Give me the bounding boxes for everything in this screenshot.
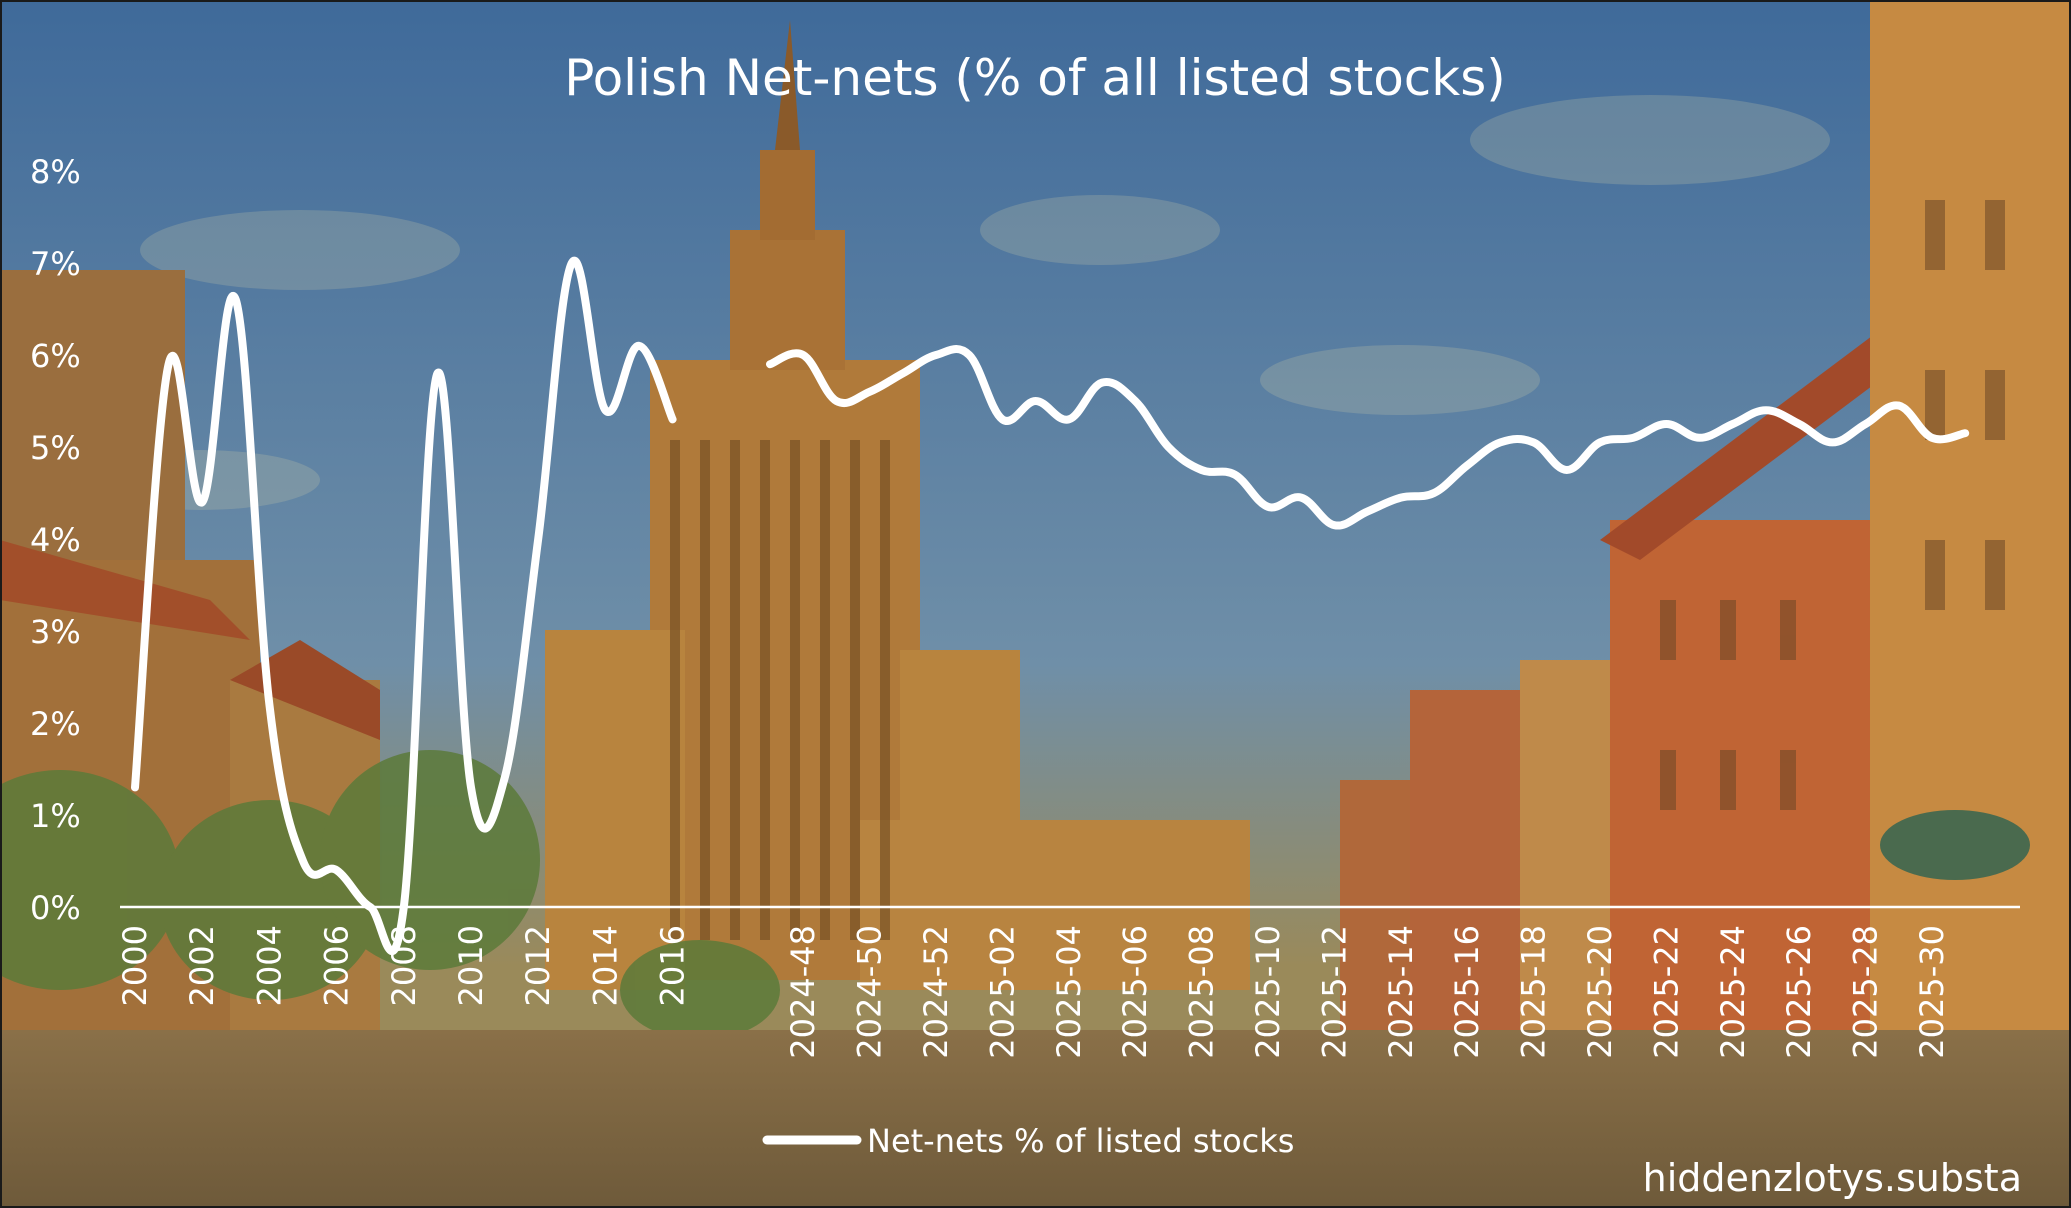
x-tick-label: 2025-30: [1913, 925, 1951, 1059]
series-line-segment-1: [131, 256, 677, 956]
x-tick-label: 2024-50: [851, 925, 889, 1059]
x-tick-label: 2025-18: [1515, 925, 1553, 1059]
legend: Net-nets % of listed stocks: [762, 1122, 1294, 1160]
y-tick-label: 5%: [30, 429, 81, 467]
x-tick-label: 2012: [519, 925, 557, 1006]
trees: [0, 750, 780, 1040]
x-tick-label: 2025-24: [1714, 925, 1752, 1059]
palace-of-culture: [545, 20, 1250, 990]
y-tick-label: 8%: [30, 153, 81, 191]
y-tick-label: 0%: [30, 889, 81, 927]
x-tick-label: 2002: [183, 925, 221, 1006]
x-tick-label: 2014: [586, 925, 624, 1006]
series-lines: [131, 256, 1970, 956]
x-tick-label: 2024-52: [917, 925, 955, 1059]
chart-title: Polish Net-nets (% of all listed stocks): [564, 49, 1506, 107]
y-tick-label: 4%: [30, 521, 81, 559]
x-tick-label: 2025-28: [1847, 925, 1885, 1059]
street: [0, 1030, 2071, 1208]
y-tick-label: 6%: [30, 337, 81, 375]
x-tick-label: 2025-14: [1382, 925, 1420, 1059]
y-axis-ticks: 0% 1% 2% 3% 4% 5% 6% 7% 8%: [30, 153, 81, 927]
x-tick-label: 2025-06: [1116, 925, 1154, 1059]
x-tick-label: 2025-02: [983, 925, 1021, 1059]
y-tick-label: 3%: [30, 613, 81, 651]
x-tick-label: 2025-08: [1183, 925, 1221, 1059]
x-tick-label: 2024-48: [784, 925, 822, 1059]
x-tick-label: 2004: [250, 925, 288, 1006]
watermark: hiddenzlotys.substa: [1643, 1156, 2022, 1200]
y-tick-label: 2%: [30, 705, 81, 743]
x-tick-label: 2025-10: [1249, 925, 1287, 1059]
x-tick-label: 2025-04: [1050, 925, 1088, 1059]
x-tick-label: 2025-20: [1581, 925, 1619, 1059]
y-tick-label: 7%: [30, 245, 81, 283]
x-tick-label: 2010: [452, 925, 490, 1006]
x-tick-label: 2025-22: [1647, 925, 1685, 1059]
legend-label: Net-nets % of listed stocks: [867, 1122, 1294, 1160]
x-tick-label: 2016: [654, 925, 692, 1006]
series-line-segment-2: [766, 345, 1970, 530]
x-tick-label: 2008: [385, 925, 423, 1006]
x-tick-label: 2025-26: [1780, 925, 1818, 1059]
x-tick-label: 2025-16: [1448, 925, 1486, 1059]
x-tick-label: 2006: [318, 925, 356, 1006]
x-tick-label: 2025-12: [1315, 925, 1353, 1059]
x-axis-ticks: 2000 2002 2004 2006 2008 2010 2012 2014 2016 2024…: [116, 925, 1951, 1059]
x-tick-label: 2000: [116, 925, 154, 1006]
y-tick-label: 1%: [30, 797, 81, 835]
